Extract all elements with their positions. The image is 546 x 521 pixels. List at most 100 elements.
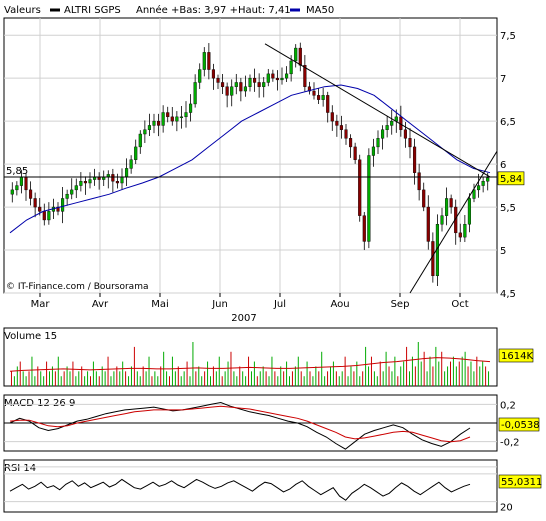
price-y-tick-label: 6,5 <box>500 117 516 128</box>
candle-down <box>330 112 334 122</box>
rsi-grid: 20 <box>4 466 513 514</box>
candle-down <box>431 241 435 277</box>
x-year-label: 2007 <box>231 313 256 324</box>
candle-down <box>24 176 28 191</box>
candle-down <box>317 95 321 100</box>
candle-up <box>152 120 156 126</box>
price-y-tick-label: 7,5 <box>500 31 516 42</box>
credit: © IT-Finance.com / Boursorama <box>6 282 148 292</box>
price-panel-frame <box>3 17 498 294</box>
rsi-line <box>9 478 471 501</box>
price-y-tick-label: 7 <box>500 74 506 85</box>
price-y-tick-label: 6 <box>500 160 506 171</box>
candle-up <box>79 181 83 186</box>
candle-down <box>353 146 357 160</box>
volume-ma-line <box>9 357 491 372</box>
candle-down <box>83 181 88 184</box>
candle-up <box>294 47 298 62</box>
trendline-down <box>264 43 491 178</box>
rsi-current-box <box>498 474 542 489</box>
current-price-label: 5,84 <box>500 174 522 185</box>
candle-down <box>358 159 362 216</box>
price-panel: 7,5 7 6,5 6 5,5 5 4,5 Mar Avr Mai Jun Jul Aou Sep Oct… <box>3 17 525 324</box>
candle-down <box>339 125 343 130</box>
candle-up <box>15 185 19 191</box>
ma50-line <box>9 84 491 234</box>
price-y-axis: 7,5 7 6,5 6 5,5 5 4,5 <box>500 31 516 300</box>
candle-up <box>376 138 380 148</box>
price-x-tick-label: Oct <box>451 299 468 310</box>
legend-valeurs: Valeurs <box>4 5 41 16</box>
candle-up <box>10 189 14 195</box>
candle-up <box>445 198 449 216</box>
candle-up <box>65 193 69 199</box>
candle-up <box>285 73 289 79</box>
candle-up <box>74 185 78 191</box>
candle-up <box>371 146 375 156</box>
candle-down <box>216 77 220 83</box>
candle-up <box>124 168 129 178</box>
macd-signal-line <box>9 405 471 443</box>
candle-down <box>413 146 417 173</box>
candle-down <box>349 138 353 148</box>
candle-up <box>477 185 481 191</box>
candle-up <box>61 198 65 212</box>
price-x-tick-label: Aou <box>330 299 349 310</box>
candle-up <box>88 179 92 184</box>
candle-up <box>243 86 248 92</box>
macd-current-box <box>498 417 540 432</box>
price-grid <box>4 18 497 294</box>
candle-up <box>234 82 238 87</box>
candle-down <box>335 120 339 126</box>
candle-up <box>266 73 270 83</box>
reference-line-label: 5,85 <box>6 166 28 177</box>
price-x-tick-label: Jun <box>211 299 228 310</box>
trendline-up <box>409 150 498 294</box>
price-x-tick-label: Jul <box>273 299 286 310</box>
candle-down <box>225 86 229 96</box>
price-x-tick-label: Mai <box>151 299 169 310</box>
candle-up <box>138 133 142 148</box>
candle-up <box>175 116 179 122</box>
candle-down <box>207 52 211 70</box>
candle-down <box>275 77 279 81</box>
macd-current-label: -0,0538 <box>501 420 540 431</box>
macd-line <box>9 401 471 450</box>
volume-panel-frame <box>3 327 498 387</box>
candle-up <box>463 224 467 238</box>
candle-down <box>408 138 412 148</box>
candle-down <box>362 215 366 242</box>
price-x-tick-label: Avr <box>92 299 109 310</box>
rsi-panel: RSI 14 20 55,0311 <box>3 459 542 514</box>
candle-down <box>42 211 46 221</box>
volume-panel: Volume 15 1614K <box>3 327 534 387</box>
candle-up <box>19 176 23 186</box>
candle-down <box>458 232 462 238</box>
candle-up <box>134 146 138 160</box>
candle-down <box>298 47 302 66</box>
candle-down <box>271 73 275 79</box>
candle-down <box>417 172 421 191</box>
candle-up <box>184 112 188 118</box>
volume-current-box <box>498 348 534 363</box>
rsi-panel-frame <box>3 459 498 513</box>
candle-down <box>312 90 316 96</box>
price-y-tick-label: 4,5 <box>500 289 516 300</box>
candle-up <box>440 215 444 225</box>
macd-title: MACD 12 26 9 <box>4 398 75 409</box>
candle-down <box>156 120 161 126</box>
price-y-tick-label: 5 <box>500 246 506 257</box>
candle-down <box>257 82 261 87</box>
candle-up <box>390 120 394 126</box>
candle-down <box>422 189 426 208</box>
candle-up <box>467 198 471 225</box>
candle-up <box>262 82 266 87</box>
current-price-box: 5,84 <box>497 171 525 186</box>
candle-up <box>367 155 371 242</box>
candle-down <box>403 129 407 139</box>
macd-panel: MACD 12 26 9 0,20-0,2 -0,0538 <box>3 394 540 452</box>
candle-up <box>202 52 206 70</box>
candle-up <box>147 125 152 130</box>
